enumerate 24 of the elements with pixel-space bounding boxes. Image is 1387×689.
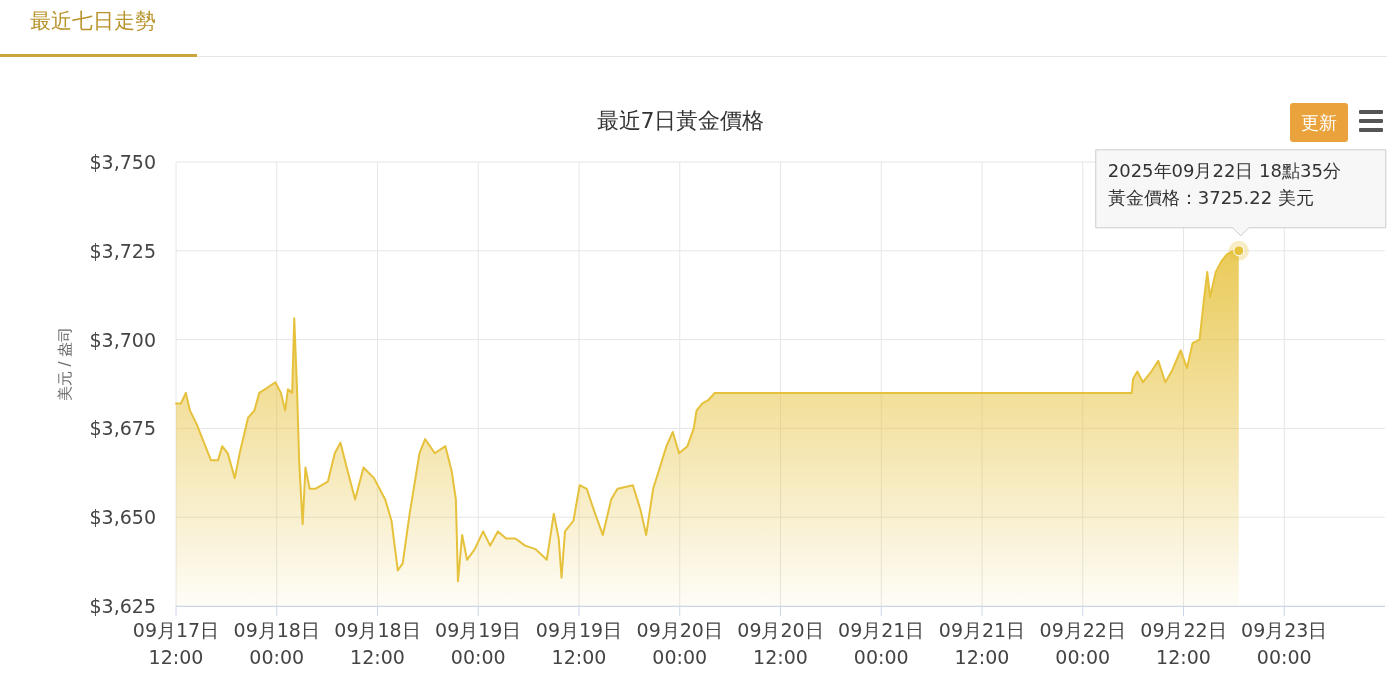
x-tick-label: 09月20日 00:00	[636, 619, 723, 668]
button: 更新	[1290, 103, 1348, 142]
y-tick-label: $3,725	[89, 239, 156, 262]
x-tick-label: 09月20日 12:00	[737, 619, 824, 668]
x-tick-label: 09月17日 12:00	[132, 619, 220, 668]
x-tick-label: 09月19日 00:00	[435, 619, 522, 668]
y-tick-label: $3,700	[89, 328, 156, 351]
x-tick-label: 09月19日 12:00	[535, 619, 623, 668]
y-tick-label: $3,625	[89, 595, 156, 617]
y-tick-label: $3,650	[89, 506, 156, 529]
x-tick-label: 09月23日 00:00	[1241, 619, 1328, 668]
x-tick-label: 09月22日 12:00	[1140, 619, 1227, 668]
y-tick-label: $3,675	[89, 417, 156, 440]
annotation: 黃金價格：3725.22 美元	[1107, 186, 1314, 208]
x-tick-label: 09月18日 12:00	[334, 619, 421, 668]
x-tick-label: 09月21日 12:00	[938, 619, 1026, 668]
x-tick-label: 09月21日 00:00	[838, 619, 925, 668]
y-axis-title: 美元 / 盎司	[56, 326, 74, 402]
x-tick-label: 09月22日 00:00	[1039, 619, 1126, 668]
text: 最近七日走勢	[30, 9, 156, 33]
x-tick-label: 09月18日 00:00	[233, 619, 320, 668]
y-tick-label: $3,750	[89, 151, 156, 173]
chart-title: 最近7日黃金價格	[596, 108, 765, 133]
annotation: 2025年09月22日 18點35分	[1107, 159, 1341, 181]
